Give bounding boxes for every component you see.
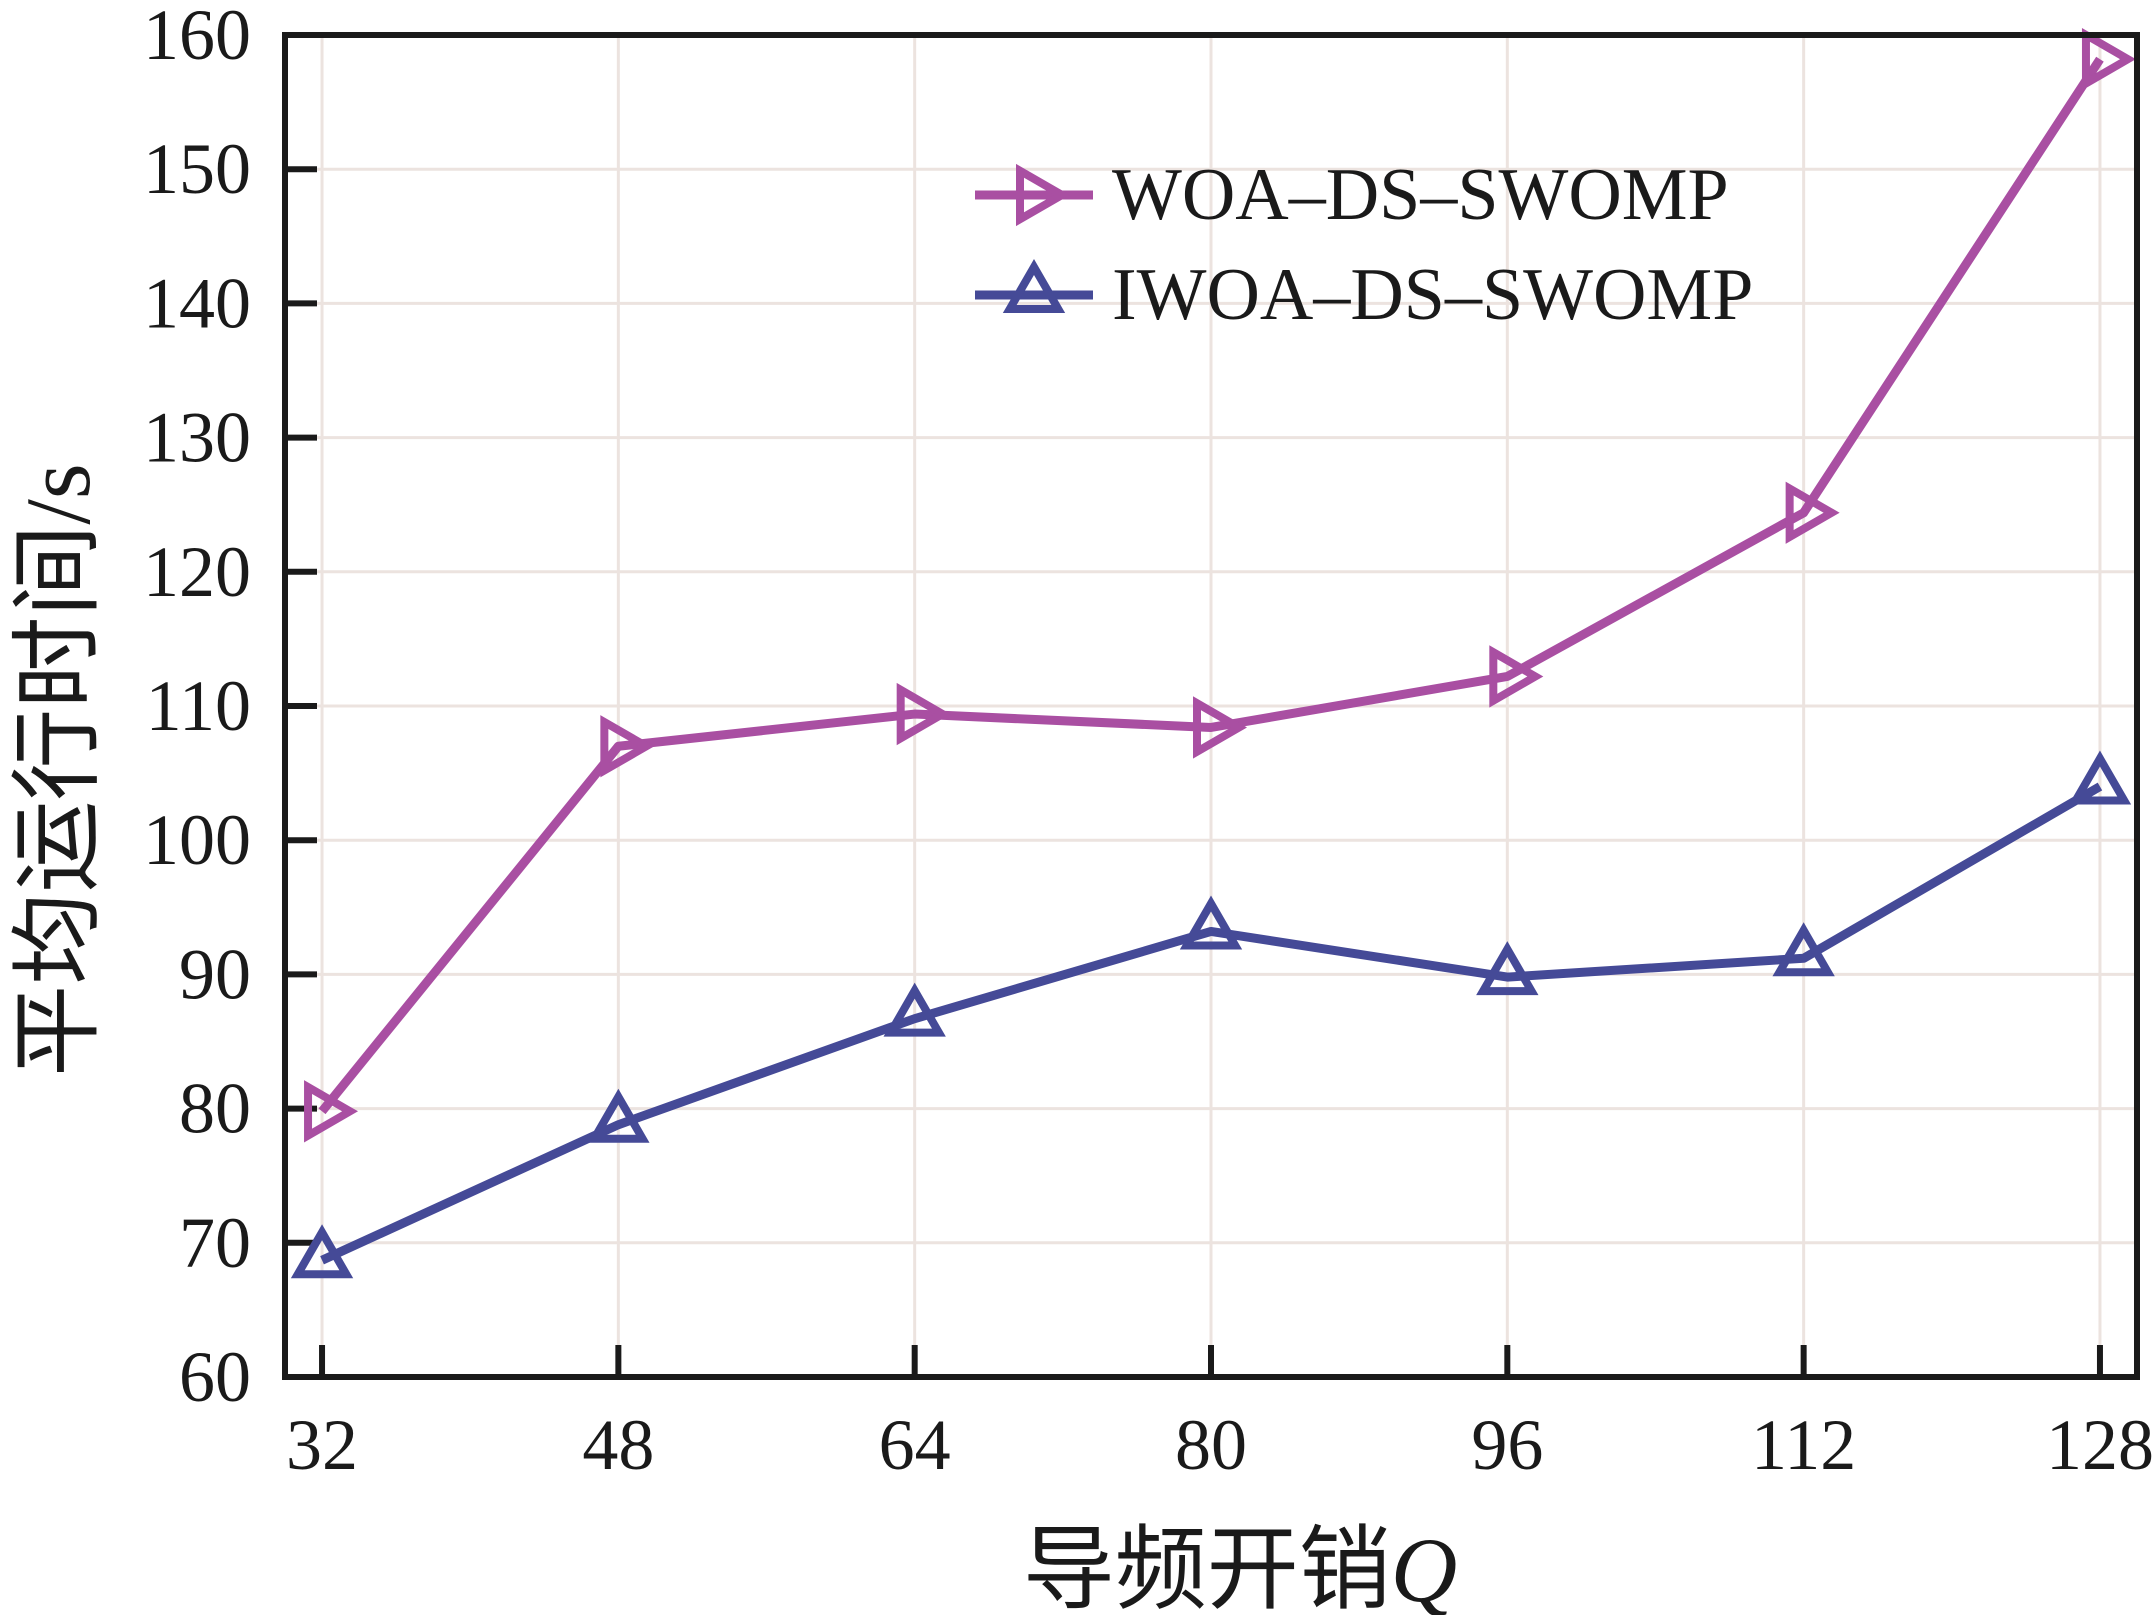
x-tick-label: 112 bbox=[1751, 1405, 1856, 1485]
x-axis-label-text: 导频开销 bbox=[1023, 1519, 1391, 1615]
data-point-marker bbox=[1179, 895, 1243, 950]
y-tick-label: 100 bbox=[143, 800, 251, 880]
data-point-marker bbox=[290, 1224, 354, 1279]
y-tick-label: 110 bbox=[146, 666, 251, 746]
y-tick-label: 140 bbox=[143, 263, 251, 343]
plot-series bbox=[290, 27, 2136, 1279]
data-point-marker bbox=[1476, 941, 1539, 996]
y-tick-label: 160 bbox=[143, 0, 251, 75]
plot-grid bbox=[285, 33, 2137, 1379]
x-tick-label: 32 bbox=[286, 1405, 358, 1485]
legend-item: WOA–DS–SWOMP bbox=[975, 154, 1729, 236]
data-point-marker bbox=[883, 982, 946, 1037]
y-tick-label: 60 bbox=[179, 1337, 251, 1417]
plot-border bbox=[282, 32, 2140, 1380]
y-tick-label: 130 bbox=[143, 398, 251, 478]
legend-marker-triangle-up-icon bbox=[1002, 258, 1066, 313]
x-axis-label-variable: Q bbox=[1391, 1519, 1457, 1615]
data-point-marker bbox=[2081, 27, 2136, 91]
legend: WOA–DS–SWOMP IWOA–DS–SWOMP bbox=[975, 154, 1753, 336]
data-point-marker bbox=[304, 1080, 359, 1143]
series-line bbox=[320, 782, 2103, 1265]
x-tick-label: 48 bbox=[582, 1405, 654, 1485]
data-point-marker bbox=[1489, 645, 1544, 708]
data-point-marker bbox=[1772, 922, 1835, 977]
y-tick-label: 90 bbox=[179, 934, 251, 1014]
data-point-marker bbox=[896, 682, 951, 746]
legend-label: IWOA–DS–SWOMP bbox=[1112, 254, 1753, 336]
y-tick-label: 80 bbox=[179, 1069, 251, 1149]
y-tick-label: 150 bbox=[143, 129, 251, 209]
x-tick-label: 64 bbox=[879, 1405, 951, 1485]
data-point-marker bbox=[2068, 750, 2132, 805]
x-axis-label: 导频开销Q bbox=[1023, 1519, 1457, 1615]
y-tick-label: 120 bbox=[143, 532, 251, 612]
x-tick-label: 128 bbox=[2046, 1405, 2154, 1485]
x-tick-label: 96 bbox=[1471, 1405, 1543, 1485]
plot-frame bbox=[282, 32, 2140, 1380]
y-axis-label: 平均运行时间/s bbox=[7, 463, 109, 1076]
legend-label: WOA–DS–SWOMP bbox=[1112, 154, 1729, 236]
series-line bbox=[318, 56, 2104, 1115]
data-point-marker bbox=[1193, 696, 1248, 759]
x-tick-label: 80 bbox=[1175, 1405, 1247, 1485]
series-triangle-up bbox=[290, 750, 2132, 1279]
plot-tick-labels: 60 70 80 90 100 110 120 130 140 150 160 32 48 64 80 96 1… bbox=[143, 0, 2154, 1485]
data-point-marker bbox=[600, 715, 655, 778]
y-tick-label: 70 bbox=[179, 1203, 251, 1283]
legend-marker-triangle-right-icon bbox=[1016, 163, 1071, 227]
data-point-marker bbox=[587, 1088, 650, 1143]
series-triangle-right bbox=[304, 27, 2136, 1143]
data-point-marker bbox=[1785, 481, 1840, 544]
legend-item: IWOA–DS–SWOMP bbox=[975, 254, 1753, 336]
